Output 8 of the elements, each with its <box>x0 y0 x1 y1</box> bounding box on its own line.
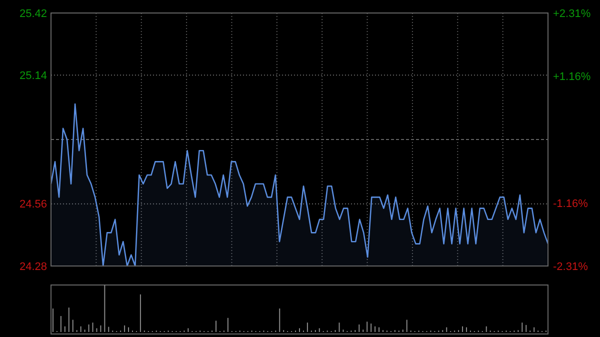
y2-tick-label: +2.31% <box>553 8 591 20</box>
y-tick-label: 25.42 <box>19 8 47 20</box>
y2-tick-label: +1.16% <box>553 70 591 83</box>
y-tick-label: 25.14 <box>19 70 47 82</box>
y-tick-label: 24.56 <box>19 198 47 211</box>
y2-tick-label: -2.31% <box>553 260 588 273</box>
y2-tick-label: -1.16% <box>553 198 588 210</box>
y-tick-label: 24.28 <box>19 260 47 273</box>
